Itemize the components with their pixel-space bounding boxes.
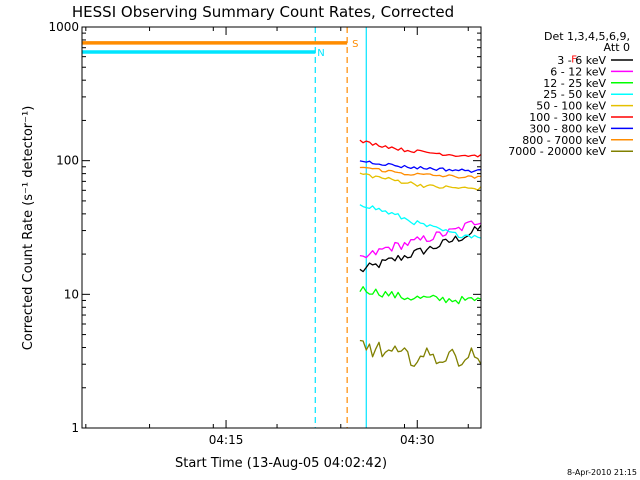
plot-frame xyxy=(81,26,482,429)
legend-label-1: 6 - 12 keV xyxy=(550,65,606,78)
legend-header-1: Att 0 xyxy=(604,41,630,54)
chart-title: HESSI Observing Summary Count Rates, Cor… xyxy=(72,3,454,21)
legend-label-2: 12 - 25 keV xyxy=(543,77,606,90)
x-tick-label-0: 04:15 xyxy=(209,433,244,447)
y-tick-label-0: 1 xyxy=(71,421,79,435)
legend-label-8: 7000 - 20000 keV xyxy=(508,145,606,158)
plot-inner xyxy=(82,27,481,428)
axes: 04:15 04:30 1 10 100 1000 xyxy=(48,20,482,447)
series-line-0 xyxy=(359,224,481,273)
legend-label-0: 3 - 6 keV xyxy=(557,54,606,67)
legend-header-0: Det 1,3,4,5,6,9, xyxy=(544,30,630,43)
footer-timestamp: 8-Apr-2010 21:15 xyxy=(567,468,637,477)
y-tick-label-1: 10 xyxy=(64,287,79,301)
annotation-label-F: F xyxy=(571,55,577,66)
y-tick-label-3: 1000 xyxy=(48,20,79,34)
annotation-label-S: S xyxy=(352,39,358,50)
y-axis-label: Corrected Count Rate (s⁻¹ detector⁻¹) xyxy=(21,106,36,351)
legend-label-4: 50 - 100 keV xyxy=(536,100,606,113)
x-tick-label-1: 04:30 xyxy=(400,433,435,447)
legend-label-7: 800 - 7000 keV xyxy=(522,134,606,147)
plot-area: S N F xyxy=(82,27,577,428)
series-line-2 xyxy=(359,286,481,305)
legend-label-3: 25 - 50 keV xyxy=(543,88,606,101)
legend-label-6: 300 - 800 keV xyxy=(529,122,606,135)
x-axis-label: Start Time (13-Aug-05 04:02:42) xyxy=(175,456,387,471)
legend-label-5: 100 - 300 keV xyxy=(529,111,606,124)
y-tick-label-2: 100 xyxy=(56,154,79,168)
series-line-1 xyxy=(359,220,481,259)
annotation-label-N: N xyxy=(317,48,324,59)
